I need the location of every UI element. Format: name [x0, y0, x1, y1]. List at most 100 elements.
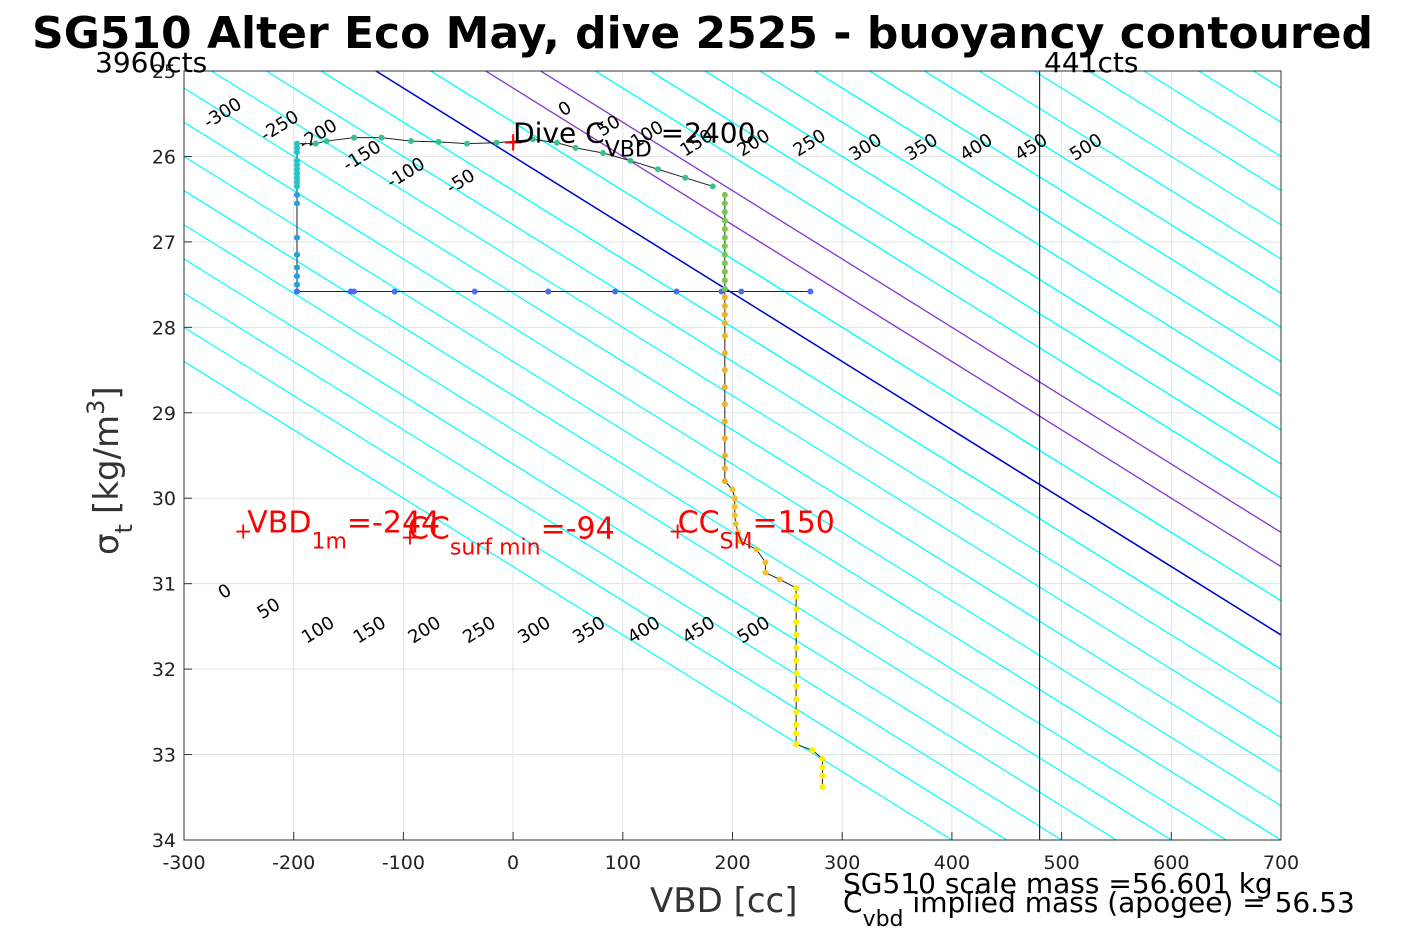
y-tick-label: 29 [152, 403, 176, 425]
y-label-close: ] [87, 386, 127, 399]
data-point [721, 401, 728, 408]
data-point [293, 144, 300, 151]
contour-line [759, 71, 1281, 397]
contour-line [184, 224, 1172, 840]
data-point [721, 234, 728, 241]
data-point [793, 584, 800, 591]
cc_surf_min-main: CC [408, 512, 450, 547]
contour-label: 300 [845, 130, 885, 166]
data-point [721, 260, 728, 267]
contour-label: -50 [443, 165, 479, 198]
contour-label: -150 [339, 136, 385, 175]
data-point [351, 134, 358, 141]
data-point [819, 764, 826, 771]
data-point [738, 288, 745, 295]
contour-line [184, 87, 1281, 773]
contour-label: 450 [1011, 130, 1051, 166]
vbd_1m-plus: + [234, 520, 252, 545]
y-tick-label: 32 [152, 659, 176, 681]
data-point [293, 174, 300, 181]
x-tick-label: 0 [507, 852, 519, 874]
contour-label: 150 [350, 612, 390, 648]
data-point [734, 529, 741, 536]
contour-label: 500 [734, 612, 774, 648]
data-point [293, 234, 300, 241]
y-label-sigma: σ [87, 533, 127, 555]
data-point [293, 200, 300, 207]
footer-tail: implied mass (apogee) = 56.53 [904, 886, 1355, 919]
contour-label: 400 [956, 130, 996, 166]
data-point [293, 191, 300, 198]
data-point [323, 138, 330, 145]
cc_sm-label: CCSM=150 [678, 506, 835, 555]
contour-label: -300 [200, 94, 246, 133]
data-point [731, 512, 738, 519]
dive-cvbd-label: Dive CVBD =2400 [513, 117, 755, 163]
data-point [529, 136, 536, 143]
top-left-label: 3960cts [95, 46, 207, 79]
svg-text:σt[kg/m3]: σt [kg/m3] [82, 386, 138, 555]
contour-label: 250 [459, 612, 499, 648]
data-point [721, 311, 728, 318]
data-point [293, 157, 300, 164]
data-point [721, 285, 728, 292]
footer-c: C [843, 886, 863, 919]
data-point [721, 226, 728, 233]
contour-line [1363, 71, 1417, 840]
y-label-sub: t [110, 524, 138, 533]
contour-line [869, 71, 1281, 329]
y-tick-label: 25 [152, 61, 176, 83]
data-point [819, 784, 826, 791]
dive-cvbd-tail: =2400 [652, 117, 756, 150]
contour-line [485, 71, 1281, 568]
x-axis-label: VBD [cc] [650, 881, 798, 921]
data-point [776, 576, 783, 583]
data-point [721, 191, 728, 198]
data-point [721, 268, 728, 275]
data-point [729, 486, 736, 493]
data-point [351, 288, 358, 295]
data-point [807, 288, 814, 295]
data-point [721, 478, 728, 485]
contour-label: 250 [790, 125, 830, 161]
contour-line [184, 155, 1281, 840]
footer-vbd-sub: vbd [863, 907, 904, 932]
cc_surf_min-label: CCsurf min=-94 [408, 512, 615, 561]
data-point [378, 134, 385, 141]
contour-line [375, 71, 1281, 636]
data-point [721, 294, 728, 301]
data-point [435, 138, 442, 145]
data-point [819, 755, 826, 762]
contour-line [184, 360, 953, 840]
contour-line [540, 71, 1281, 534]
data-point [293, 281, 300, 288]
contour-line [979, 71, 1281, 260]
data-point [793, 631, 800, 638]
contour-line [814, 71, 1281, 363]
data-point [293, 183, 300, 190]
y-tick-label: 30 [152, 488, 176, 510]
data-point [721, 384, 728, 391]
data-point [721, 435, 728, 442]
data-point [293, 170, 300, 177]
contour-line [649, 71, 1281, 465]
contour-line [184, 189, 1227, 840]
data-point [721, 452, 728, 459]
x-tick-label: 600 [1153, 852, 1189, 874]
data-point [545, 288, 552, 295]
cc_surf_min-plus: + [401, 526, 419, 551]
data-point [721, 200, 728, 207]
contour-line [430, 71, 1281, 602]
data-point [408, 138, 415, 145]
data-point [600, 150, 607, 157]
data-point [793, 644, 800, 651]
chart-title: SG510 Alter Eco May, dive 2525 - buoyanc… [32, 8, 1373, 59]
x-tick-label: 700 [1263, 852, 1299, 874]
x-tick-label: 300 [824, 852, 860, 874]
data-point [793, 696, 800, 703]
y-tick-label: 28 [152, 317, 176, 339]
contour-label: 500 [1066, 130, 1106, 166]
contour-line [430, 71, 1281, 602]
